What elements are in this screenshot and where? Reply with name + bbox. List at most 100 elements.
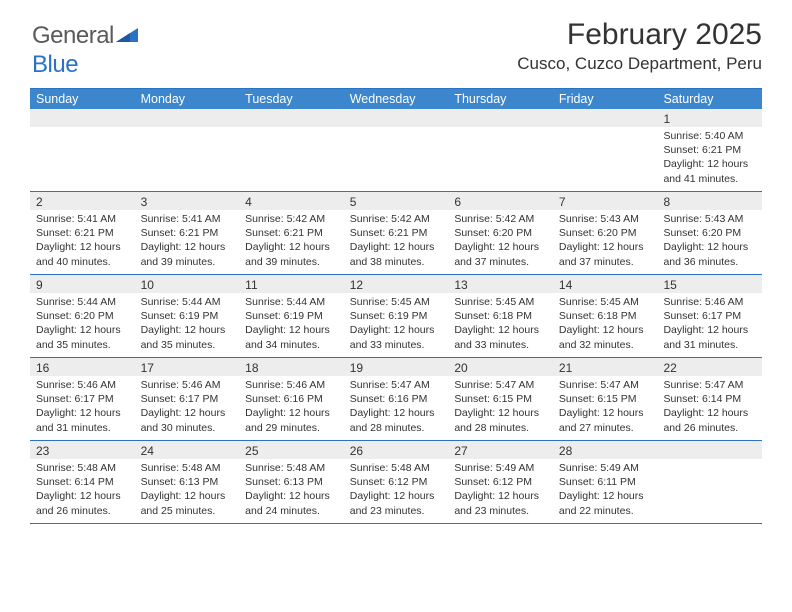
day-line: Daylight: 12 hours and 22 minutes.: [559, 489, 652, 517]
day-cell: 24Sunrise: 5:48 AMSunset: 6:13 PMDayligh…: [135, 441, 240, 523]
day-number: 22: [657, 358, 762, 376]
header: General Blue February 2025 Cusco, Cuzco …: [0, 0, 792, 82]
day-cell: 20Sunrise: 5:47 AMSunset: 6:15 PMDayligh…: [448, 358, 553, 440]
day-line: Sunset: 6:19 PM: [141, 309, 234, 323]
day-line: Daylight: 12 hours and 23 minutes.: [454, 489, 547, 517]
day-line: Daylight: 12 hours and 38 minutes.: [350, 240, 443, 268]
day-body: Sunrise: 5:46 AMSunset: 6:17 PMDaylight:…: [657, 293, 762, 356]
day-line: Daylight: 12 hours and 27 minutes.: [559, 406, 652, 434]
day-line: Sunset: 6:19 PM: [245, 309, 338, 323]
day-line: Sunrise: 5:42 AM: [245, 212, 338, 226]
day-number: 16: [30, 358, 135, 376]
day-line: Sunset: 6:21 PM: [245, 226, 338, 240]
day-line: Sunrise: 5:47 AM: [350, 378, 443, 392]
day-cell: 13Sunrise: 5:45 AMSunset: 6:18 PMDayligh…: [448, 275, 553, 357]
day-cell: .: [553, 109, 658, 191]
day-cell: 4Sunrise: 5:42 AMSunset: 6:21 PMDaylight…: [239, 192, 344, 274]
day-line: Sunset: 6:18 PM: [454, 309, 547, 323]
day-line: Daylight: 12 hours and 36 minutes.: [663, 240, 756, 268]
day-line: Daylight: 12 hours and 33 minutes.: [350, 323, 443, 351]
day-body: Sunrise: 5:44 AMSunset: 6:19 PMDaylight:…: [135, 293, 240, 356]
day-number: .: [30, 109, 135, 127]
month-title: February 2025: [30, 18, 762, 52]
day-cell: 18Sunrise: 5:46 AMSunset: 6:16 PMDayligh…: [239, 358, 344, 440]
day-body: Sunrise: 5:47 AMSunset: 6:14 PMDaylight:…: [657, 376, 762, 439]
day-number: .: [135, 109, 240, 127]
day-cell: 16Sunrise: 5:46 AMSunset: 6:17 PMDayligh…: [30, 358, 135, 440]
logo: General Blue: [32, 22, 138, 79]
day-number: 21: [553, 358, 658, 376]
weeks-container: ......1Sunrise: 5:40 AMSunset: 6:21 PMDa…: [30, 109, 762, 524]
day-body: Sunrise: 5:42 AMSunset: 6:20 PMDaylight:…: [448, 210, 553, 273]
weekday-row: SundayMondayTuesdayWednesdayThursdayFrid…: [30, 89, 762, 109]
day-number: 6: [448, 192, 553, 210]
week-row: 2Sunrise: 5:41 AMSunset: 6:21 PMDaylight…: [30, 192, 762, 275]
week-row: 9Sunrise: 5:44 AMSunset: 6:20 PMDaylight…: [30, 275, 762, 358]
day-line: Sunset: 6:21 PM: [36, 226, 129, 240]
day-number: 1: [657, 109, 762, 127]
day-cell: 27Sunrise: 5:49 AMSunset: 6:12 PMDayligh…: [448, 441, 553, 523]
day-body: Sunrise: 5:45 AMSunset: 6:18 PMDaylight:…: [448, 293, 553, 356]
day-number: .: [344, 109, 449, 127]
day-line: Sunrise: 5:42 AM: [350, 212, 443, 226]
day-line: Daylight: 12 hours and 25 minutes.: [141, 489, 234, 517]
day-line: Daylight: 12 hours and 37 minutes.: [454, 240, 547, 268]
day-line: Daylight: 12 hours and 33 minutes.: [454, 323, 547, 351]
day-line: Sunset: 6:21 PM: [141, 226, 234, 240]
day-number: 7: [553, 192, 658, 210]
day-line: Daylight: 12 hours and 35 minutes.: [141, 323, 234, 351]
weekday-header: Monday: [135, 89, 240, 109]
day-cell: 10Sunrise: 5:44 AMSunset: 6:19 PMDayligh…: [135, 275, 240, 357]
day-line: Daylight: 12 hours and 34 minutes.: [245, 323, 338, 351]
day-cell: 6Sunrise: 5:42 AMSunset: 6:20 PMDaylight…: [448, 192, 553, 274]
day-cell: 12Sunrise: 5:45 AMSunset: 6:19 PMDayligh…: [344, 275, 449, 357]
weekday-header: Tuesday: [239, 89, 344, 109]
week-row: 16Sunrise: 5:46 AMSunset: 6:17 PMDayligh…: [30, 358, 762, 441]
day-line: Sunset: 6:14 PM: [36, 475, 129, 489]
day-body: Sunrise: 5:46 AMSunset: 6:17 PMDaylight:…: [135, 376, 240, 439]
weekday-header: Friday: [553, 89, 658, 109]
day-line: Sunset: 6:21 PM: [350, 226, 443, 240]
day-cell: 5Sunrise: 5:42 AMSunset: 6:21 PMDaylight…: [344, 192, 449, 274]
day-number: 15: [657, 275, 762, 293]
day-line: Sunset: 6:17 PM: [141, 392, 234, 406]
day-number: .: [657, 441, 762, 459]
day-line: Sunrise: 5:45 AM: [350, 295, 443, 309]
day-line: Sunset: 6:16 PM: [350, 392, 443, 406]
day-number: 23: [30, 441, 135, 459]
week-row: ......1Sunrise: 5:40 AMSunset: 6:21 PMDa…: [30, 109, 762, 192]
day-body: Sunrise: 5:44 AMSunset: 6:20 PMDaylight:…: [30, 293, 135, 356]
day-number: 12: [344, 275, 449, 293]
location: Cusco, Cuzco Department, Peru: [30, 54, 762, 74]
day-line: Daylight: 12 hours and 32 minutes.: [559, 323, 652, 351]
day-line: Sunset: 6:13 PM: [245, 475, 338, 489]
day-body: [657, 459, 762, 465]
day-cell: .: [30, 109, 135, 191]
day-line: Sunrise: 5:44 AM: [36, 295, 129, 309]
day-number: 27: [448, 441, 553, 459]
day-body: Sunrise: 5:41 AMSunset: 6:21 PMDaylight:…: [135, 210, 240, 273]
day-body: Sunrise: 5:45 AMSunset: 6:19 PMDaylight:…: [344, 293, 449, 356]
day-body: Sunrise: 5:47 AMSunset: 6:16 PMDaylight:…: [344, 376, 449, 439]
day-line: Daylight: 12 hours and 26 minutes.: [36, 489, 129, 517]
day-line: Daylight: 12 hours and 35 minutes.: [36, 323, 129, 351]
day-body: Sunrise: 5:45 AMSunset: 6:18 PMDaylight:…: [553, 293, 658, 356]
day-cell: 8Sunrise: 5:43 AMSunset: 6:20 PMDaylight…: [657, 192, 762, 274]
day-body: Sunrise: 5:48 AMSunset: 6:13 PMDaylight:…: [239, 459, 344, 522]
day-cell: 2Sunrise: 5:41 AMSunset: 6:21 PMDaylight…: [30, 192, 135, 274]
day-number: 13: [448, 275, 553, 293]
day-number: 11: [239, 275, 344, 293]
day-number: 28: [553, 441, 658, 459]
day-line: Sunrise: 5:40 AM: [663, 129, 756, 143]
day-line: Sunrise: 5:43 AM: [663, 212, 756, 226]
day-line: Sunrise: 5:48 AM: [245, 461, 338, 475]
day-number: 17: [135, 358, 240, 376]
day-line: Sunset: 6:17 PM: [36, 392, 129, 406]
weekday-header: Saturday: [657, 89, 762, 109]
day-line: Daylight: 12 hours and 26 minutes.: [663, 406, 756, 434]
day-cell: .: [135, 109, 240, 191]
logo-text-gray: General: [32, 22, 114, 49]
day-line: Daylight: 12 hours and 28 minutes.: [454, 406, 547, 434]
day-line: Sunrise: 5:46 AM: [141, 378, 234, 392]
day-body: Sunrise: 5:44 AMSunset: 6:19 PMDaylight:…: [239, 293, 344, 356]
